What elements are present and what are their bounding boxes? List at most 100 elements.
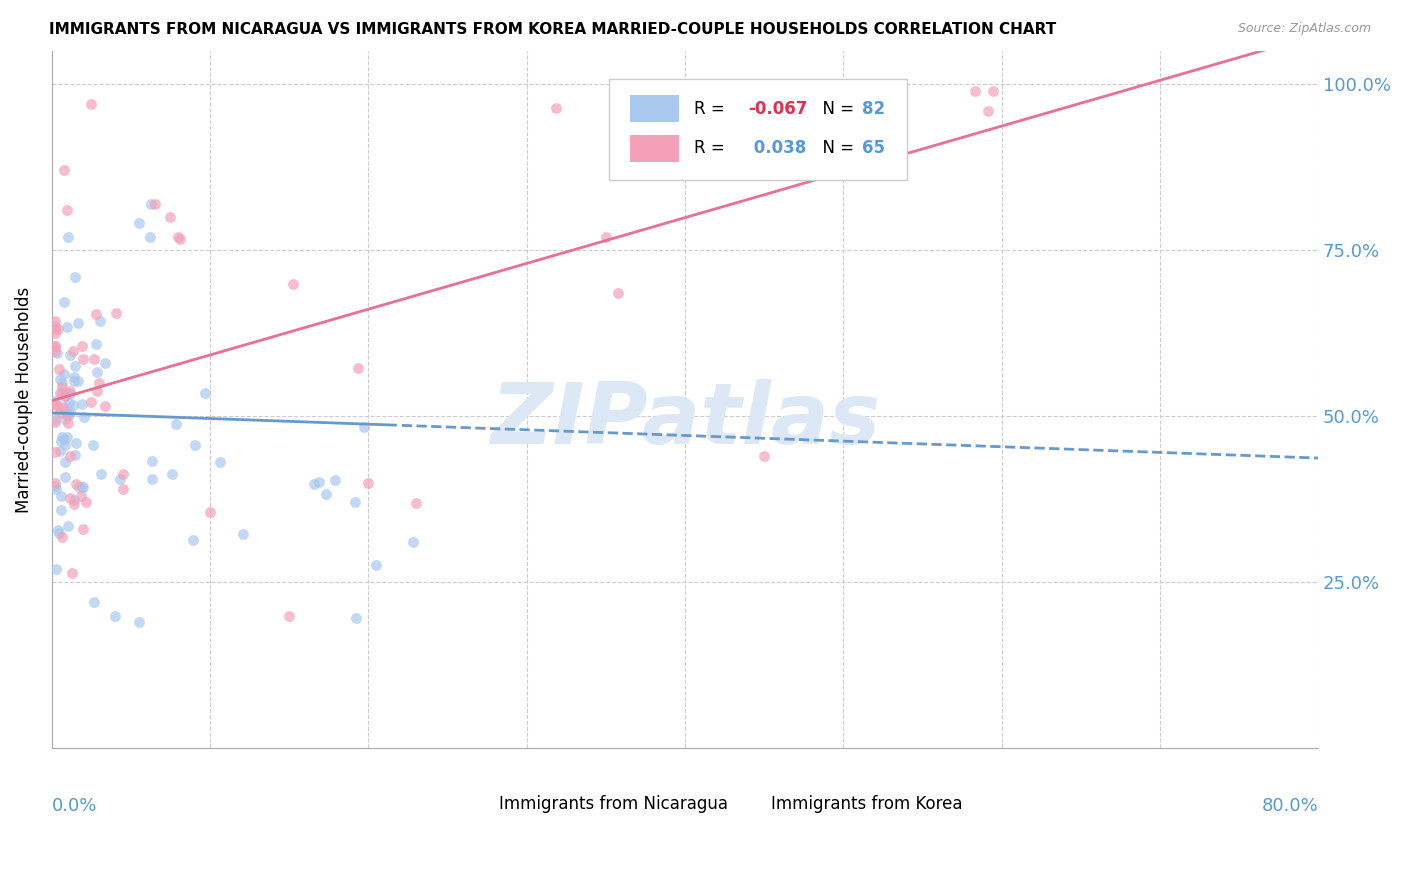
Point	[72, 351, 94, 366]
Point	[976, 103, 998, 118]
Point	[48, 406, 70, 420]
Point	[67, 480, 90, 494]
Text: IMMIGRANTS FROM NICARAGUA VS IMMIGRANTS FROM KOREA MARRIED-COUPLE HOUSEHOLDS COR: IMMIGRANTS FROM NICARAGUA VS IMMIGRANTS …	[49, 22, 1056, 37]
Point	[89, 313, 111, 327]
Point	[45, 345, 67, 359]
Text: N =: N =	[811, 139, 859, 157]
Point	[63, 493, 86, 508]
Point	[58, 408, 80, 422]
Point	[44, 344, 66, 359]
Point	[44, 411, 66, 425]
Point	[44, 314, 66, 328]
Point	[59, 387, 82, 401]
Point	[72, 480, 94, 494]
Point	[55, 455, 77, 469]
Point	[315, 487, 337, 501]
Y-axis label: Married-couple Households: Married-couple Households	[15, 286, 32, 513]
Text: Immigrants from Korea: Immigrants from Korea	[770, 796, 963, 814]
Point	[139, 229, 162, 244]
Point	[402, 535, 425, 549]
Point	[53, 469, 76, 483]
Point	[405, 495, 427, 509]
Point	[56, 417, 79, 431]
Point	[86, 365, 108, 379]
Point	[344, 611, 367, 625]
Point	[165, 417, 187, 431]
Point	[58, 386, 80, 401]
Point	[48, 386, 70, 401]
Point	[48, 525, 70, 540]
Point	[62, 343, 84, 358]
Point	[167, 229, 190, 244]
Point	[56, 229, 79, 244]
Point	[63, 448, 86, 462]
Point	[51, 376, 73, 391]
Bar	[630, 135, 679, 161]
Point	[44, 475, 66, 490]
Point	[357, 475, 380, 490]
Point	[59, 348, 82, 362]
Point	[45, 562, 67, 576]
Point	[49, 443, 72, 458]
Point	[83, 595, 105, 609]
Point	[86, 384, 108, 398]
Text: Source: ZipAtlas.com: Source: ZipAtlas.com	[1237, 22, 1371, 36]
Point	[72, 409, 94, 424]
Text: 65: 65	[862, 139, 886, 157]
Point	[104, 608, 127, 623]
Point	[52, 401, 75, 415]
Point	[60, 566, 83, 581]
Point	[546, 101, 568, 115]
Point	[111, 482, 134, 496]
Text: ZIPatlas: ZIPatlas	[489, 379, 880, 462]
Point	[65, 476, 87, 491]
Point	[46, 523, 69, 537]
Text: R =: R =	[693, 139, 730, 157]
Point	[56, 320, 79, 334]
Bar	[630, 95, 679, 122]
Point	[51, 380, 73, 394]
Point	[79, 394, 101, 409]
Point	[94, 400, 117, 414]
Text: 80.0%: 80.0%	[1261, 797, 1319, 815]
Point	[62, 370, 84, 384]
Point	[141, 196, 163, 211]
Point	[308, 475, 330, 489]
Point	[90, 467, 112, 482]
Point	[44, 445, 66, 459]
Point	[343, 495, 366, 509]
Point	[66, 375, 89, 389]
Point	[110, 472, 132, 486]
Point	[51, 530, 73, 544]
Point	[48, 362, 70, 376]
Point	[595, 229, 617, 244]
Point	[63, 359, 86, 374]
Point	[169, 232, 191, 246]
Point	[63, 374, 86, 388]
Point	[44, 415, 66, 429]
Text: -0.067: -0.067	[748, 100, 807, 118]
Point	[52, 295, 75, 310]
Point	[72, 480, 94, 494]
Point	[82, 437, 104, 451]
Point	[44, 339, 66, 353]
Point	[80, 96, 103, 111]
Point	[53, 403, 76, 417]
Point	[53, 389, 76, 403]
Point	[44, 339, 66, 353]
Text: Immigrants from Nicaragua: Immigrants from Nicaragua	[499, 796, 728, 814]
Point	[104, 306, 127, 320]
Point	[53, 437, 76, 451]
Point	[302, 477, 325, 491]
Point	[347, 360, 370, 375]
Point	[278, 608, 301, 623]
Point	[281, 277, 304, 292]
Point	[143, 196, 166, 211]
Point	[52, 368, 75, 382]
Point	[44, 326, 66, 341]
Bar	[451, 797, 489, 818]
Point	[70, 339, 93, 353]
Point	[181, 533, 204, 548]
Point	[53, 163, 76, 178]
Point	[45, 482, 67, 496]
